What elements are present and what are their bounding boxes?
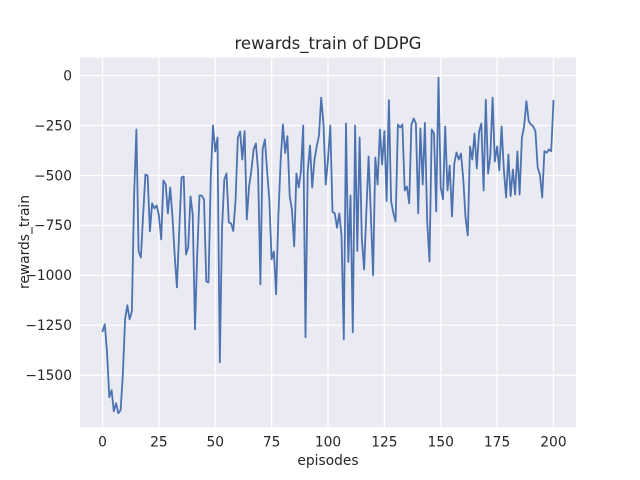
reward-line	[101, 76, 555, 415]
x-tick-label: 100	[315, 435, 341, 451]
y-tick-label: 0	[63, 68, 72, 84]
x-tick-label: 200	[540, 435, 566, 451]
x-tick-label: 0	[98, 435, 107, 451]
x-tick-label: 150	[428, 435, 454, 451]
x-tick-label: 125	[371, 435, 397, 451]
chart-title: rewards_train of DDPG	[234, 34, 422, 53]
x-tick-label: 75	[263, 435, 281, 451]
y-tick-label: −500	[34, 168, 72, 184]
x-tick-label: 175	[484, 435, 510, 451]
x-axis-label: episodes	[297, 453, 359, 469]
y-tick-label: −750	[34, 218, 72, 234]
y-tick-label: −1250	[25, 318, 72, 334]
y-tick-label: −250	[34, 118, 72, 134]
y-axis-label: rewards_train	[17, 195, 33, 289]
y-tick-label: −1500	[25, 368, 72, 384]
x-tick-label: 50	[206, 435, 224, 451]
y-tick-label: −1000	[25, 268, 72, 284]
x-tick-label: 25	[150, 435, 168, 451]
